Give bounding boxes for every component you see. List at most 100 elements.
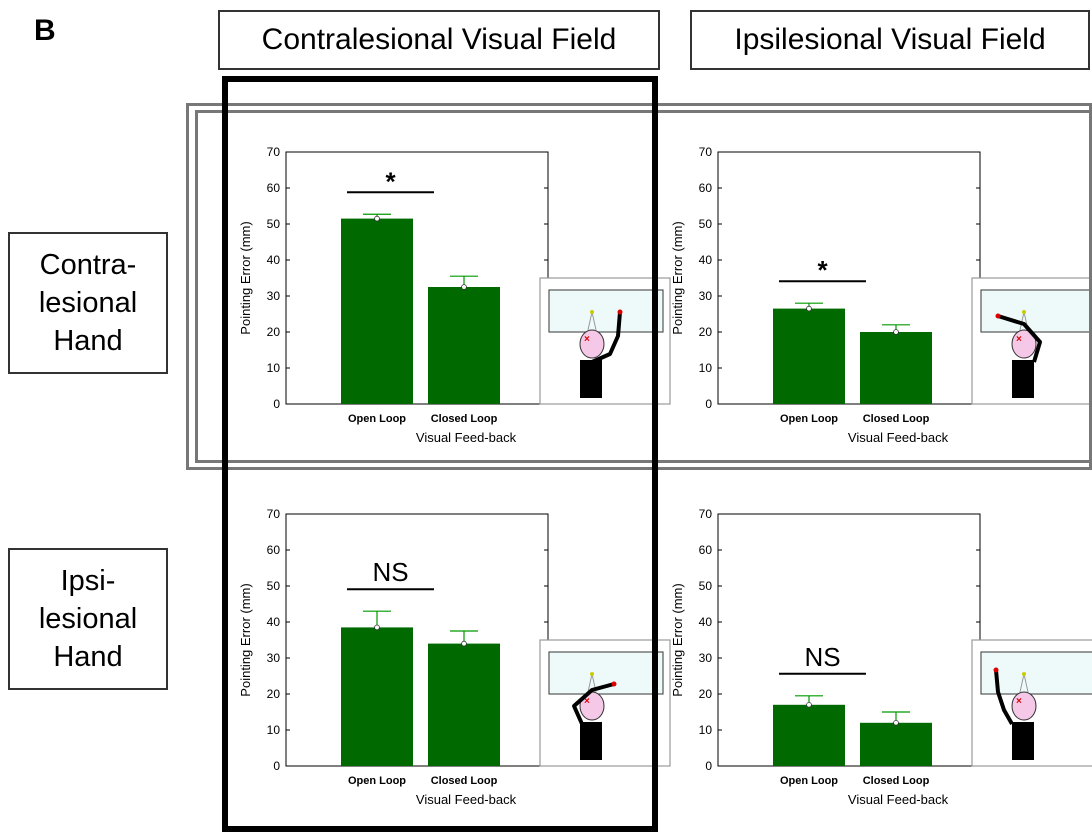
bar <box>341 218 413 404</box>
inset-body <box>580 360 602 398</box>
inset-target <box>590 310 594 314</box>
highlight-frame-contralesional-field <box>222 76 658 832</box>
y-axis-label: Pointing Error (mm) <box>238 583 253 696</box>
inset-fingertip <box>995 313 1001 319</box>
chart-contra-hand-ipsi-field: 0 10 20 30 40 50 60 70 Pointing Error (mm) Open L… <box>670 145 1092 445</box>
bar <box>773 704 845 766</box>
y-tick-label: 10 <box>699 723 713 737</box>
significance-label: NS <box>372 557 408 587</box>
row-title-ipsilesional-hand: Ipsi- lesional Hand <box>8 548 168 690</box>
mean-marker <box>461 284 467 290</box>
plot-area <box>285 513 549 767</box>
y-tick-label: 20 <box>699 687 713 701</box>
y-tick-label: 40 <box>699 253 713 267</box>
y-tick-label: 60 <box>267 543 281 557</box>
chart-contra-hand-contra-field: 0 10 20 30 40 50 60 70 Pointing Error (mm) Open L… <box>238 145 671 445</box>
x-tick-label: Open Loop <box>348 413 406 425</box>
x-tick-label: Open Loop <box>780 775 838 787</box>
significance-label: NS <box>804 642 840 672</box>
y-tick-label: 70 <box>267 507 281 521</box>
bar <box>773 308 845 404</box>
panel-letter: B <box>34 14 56 47</box>
row-title-line: Hand <box>53 325 123 357</box>
y-tick-label: 0 <box>705 397 712 411</box>
row-title-line: Hand <box>53 641 123 673</box>
inset-figure: × <box>971 277 1092 405</box>
y-tick-label: 40 <box>699 615 713 629</box>
inset-fixation: × <box>1016 696 1022 707</box>
row-title-line: Ipsi- <box>60 565 116 597</box>
inset-arm <box>994 669 1014 725</box>
y-axis-label: Pointing Error (mm) <box>670 221 685 334</box>
inset-figure: × <box>539 639 671 767</box>
y-tick-label: 60 <box>267 181 281 195</box>
x-tick-label: Closed Loop <box>863 413 930 425</box>
x-axis-label: Visual Feed-back <box>416 430 517 445</box>
inset-screen <box>980 289 1092 333</box>
x-tick-label: Closed Loop <box>863 775 930 787</box>
inset-head <box>1011 329 1037 359</box>
column-title-ipsilesional-field: Ipsilesional Visual Field <box>690 10 1090 70</box>
y-tick-label: 30 <box>267 651 281 665</box>
inset-fixation: × <box>1016 334 1022 345</box>
plot-area <box>717 513 981 767</box>
bar <box>428 287 500 404</box>
chart-ipsi-hand-ipsi-field: 0 10 20 30 40 50 60 70 Pointing Error (mm) Open L… <box>670 507 1092 807</box>
y-tick-label: 70 <box>267 145 281 159</box>
y-tick-label: 0 <box>273 759 280 773</box>
x-tick-label: Open Loop <box>348 775 406 787</box>
mean-marker <box>893 329 899 335</box>
y-tick-label: 70 <box>699 507 713 521</box>
highlight-frame-contralesional-hand-inner <box>195 110 1092 463</box>
inset-target <box>590 672 594 676</box>
y-tick-label: 20 <box>267 325 281 339</box>
x-tick-label: Open Loop <box>780 413 838 425</box>
inset-fixation: × <box>584 334 590 345</box>
x-tick-label: Closed Loop <box>431 775 498 787</box>
chart-ipsi-hand-contra-field: 0 10 20 30 40 50 60 70 Pointing Error (mm) Open L… <box>238 507 671 807</box>
y-tick-label: 50 <box>699 217 713 231</box>
inset-arm <box>997 314 1042 363</box>
y-tick-label: 20 <box>699 325 713 339</box>
x-axis-label: Visual Feed-back <box>416 792 517 807</box>
inset-fixation: × <box>584 696 590 707</box>
y-tick-label: 50 <box>267 217 281 231</box>
inset-target <box>1022 310 1026 314</box>
y-tick-label: 0 <box>705 759 712 773</box>
x-tick-label: Closed Loop <box>431 413 498 425</box>
plot-area <box>285 151 549 405</box>
inset-target <box>1022 672 1026 676</box>
bar <box>860 722 932 766</box>
y-tick-label: 0 <box>273 397 280 411</box>
y-tick-label: 20 <box>267 687 281 701</box>
inset-fingertip <box>611 681 617 687</box>
y-tick-label: 60 <box>699 543 713 557</box>
y-tick-label: 60 <box>699 181 713 195</box>
row-title-line: Contra- <box>39 249 137 281</box>
y-tick-label: 70 <box>699 145 713 159</box>
y-axis-label: Pointing Error (mm) <box>238 221 253 334</box>
y-tick-label: 50 <box>699 579 713 593</box>
mean-marker <box>806 702 812 708</box>
y-tick-label: 30 <box>699 289 713 303</box>
significance-label: * <box>817 255 828 285</box>
inset-figure: × <box>539 277 671 405</box>
y-tick-label: 30 <box>699 651 713 665</box>
inset-body <box>1012 360 1034 398</box>
inset-figure: × <box>971 639 1092 767</box>
y-tick-label: 10 <box>267 361 281 375</box>
bar <box>341 627 413 766</box>
inset-arm <box>591 311 622 364</box>
y-axis-label: Pointing Error (mm) <box>670 583 685 696</box>
plot-area <box>717 151 981 405</box>
row-title-line: lesional <box>38 287 138 319</box>
inset-screen <box>548 289 664 333</box>
inset-head <box>579 329 605 359</box>
y-tick-label: 10 <box>699 361 713 375</box>
x-axis-label: Visual Feed-back <box>848 792 949 807</box>
significance-label: * <box>385 166 396 196</box>
inset-fingertip <box>993 667 999 673</box>
mean-marker <box>893 720 899 726</box>
row-title-contralesional-hand: Contra- lesional Hand <box>8 232 168 374</box>
mean-marker <box>374 624 380 631</box>
